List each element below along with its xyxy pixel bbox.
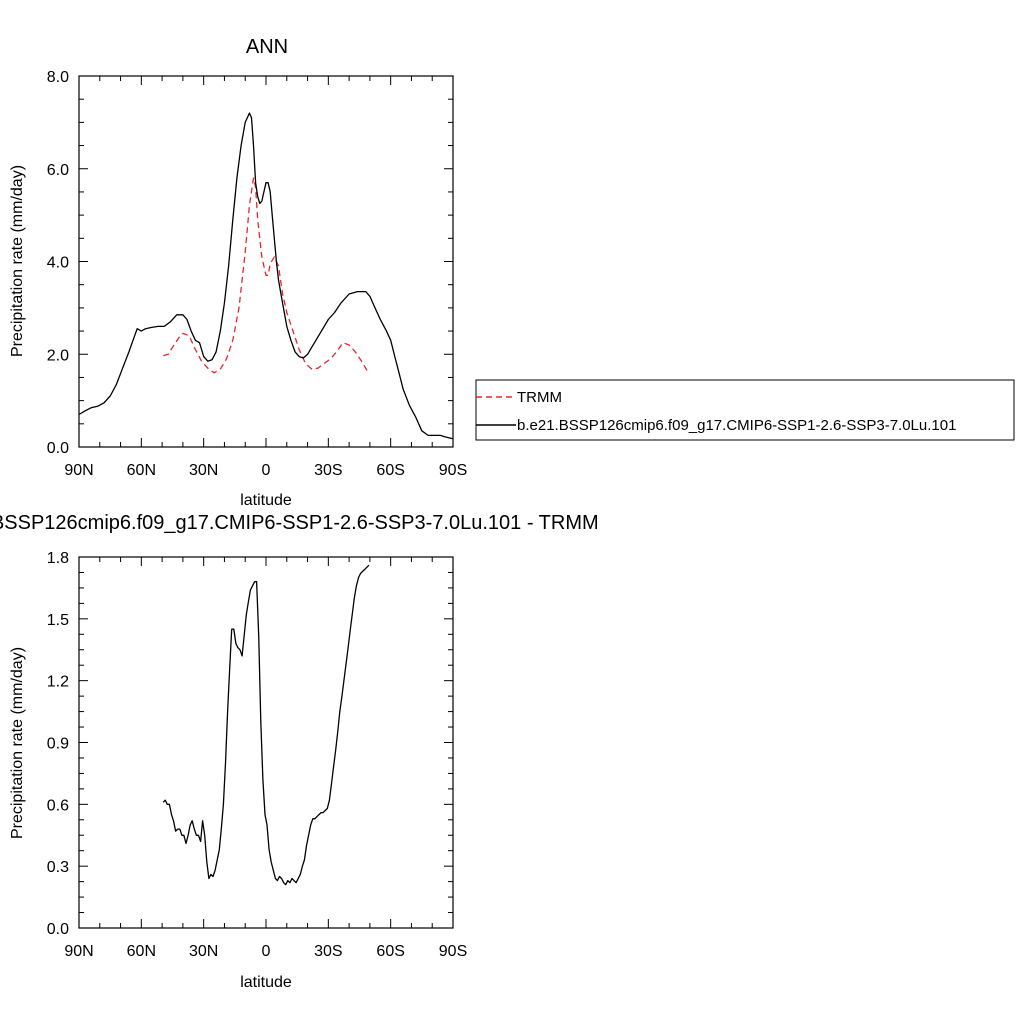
bottom-y-tick-label: 0.9 xyxy=(47,736,69,753)
top-y-tick-label: 6.0 xyxy=(47,162,69,179)
top-x-tick-label: 0 xyxy=(262,462,271,479)
bottom-y-tick-label: 0.0 xyxy=(47,921,69,938)
bottom-x-tick-label: 60S xyxy=(376,943,404,960)
bottom-y-axis-title: Precipitation rate (mm/day) xyxy=(9,647,26,839)
bottom-x-tick-label: 0 xyxy=(262,943,271,960)
top-series-layer xyxy=(78,112,454,440)
top-y-tick-label: 0.0 xyxy=(47,440,69,457)
top-plot-frame xyxy=(78,75,454,448)
top-x-tick-label: 30N xyxy=(189,462,218,479)
bottom-y-tick-label: 0.3 xyxy=(47,859,69,876)
top-axis-ticks: 90N 60N 30N 0 30S 60S 90S 0.0 2.0 4.0 6.0 8.0 xyxy=(47,69,467,479)
bottom-series-layer xyxy=(162,564,370,886)
legend-box xyxy=(475,379,1015,441)
bottom-x-tick-label: 30S xyxy=(314,943,342,960)
bottom-x-tick-label: 60N xyxy=(127,943,156,960)
top-y-tick-label: 8.0 xyxy=(47,69,69,86)
bottom-x-tick-label: 30N xyxy=(189,943,218,960)
top-series-line-0 xyxy=(163,177,370,375)
bottom-chart-title: b.e21.BSSP126cmip6.f09_g17.CMIP6-SSP1-2.… xyxy=(0,512,599,534)
bottom-x-axis-title: latitude xyxy=(240,974,292,991)
legend-label-trmm: TRMM xyxy=(517,389,562,406)
top-x-tick-label: 90S xyxy=(439,462,467,479)
bottom-y-tick-label: 1.5 xyxy=(47,612,69,629)
bottom-y-tick-label: 1.2 xyxy=(47,674,69,691)
bottom-x-tick-label: 90S xyxy=(439,943,467,960)
legend-label-model: b.e21.BSSP126cmip6.f09_g17.CMIP6-SSP1-2.… xyxy=(517,417,956,434)
bottom-plot-frame xyxy=(78,556,454,929)
bottom-axis-ticks: 90N 60N 30N 0 30S 60S 90S 0.0 0.3 0.6 0.9 1.2 1.5 1.8 xyxy=(47,550,467,960)
top-chart-title: ANN xyxy=(246,36,288,58)
top-x-tick-label: 90N xyxy=(64,462,93,479)
top-panel: ANN 90N 60N 30N 0 30S 60S 90S 0.0 2.0 4.0 6.0 8.0 l… xyxy=(9,36,467,509)
top-y-tick-label: 4.0 xyxy=(47,255,69,272)
bottom-series-line-0 xyxy=(162,564,370,886)
bottom-y-tick-label: 0.6 xyxy=(47,797,69,814)
legend: TRMM b.e21.BSSP126cmip6.f09_g17.CMIP6-SS… xyxy=(475,379,1015,441)
top-y-tick-label: 2.0 xyxy=(47,347,69,364)
top-x-tick-label: 60S xyxy=(376,462,404,479)
top-series-line-1 xyxy=(78,112,454,440)
top-x-axis-title: latitude xyxy=(240,492,292,509)
bottom-y-tick-label: 1.8 xyxy=(47,550,69,567)
bottom-panel: b.e21.BSSP126cmip6.f09_g17.CMIP6-SSP1-2.… xyxy=(0,512,599,991)
bottom-x-tick-label: 90N xyxy=(64,943,93,960)
top-x-tick-label: 60N xyxy=(127,462,156,479)
top-y-axis-title: Precipitation rate (mm/day) xyxy=(9,165,26,357)
top-x-tick-label: 30S xyxy=(314,462,342,479)
